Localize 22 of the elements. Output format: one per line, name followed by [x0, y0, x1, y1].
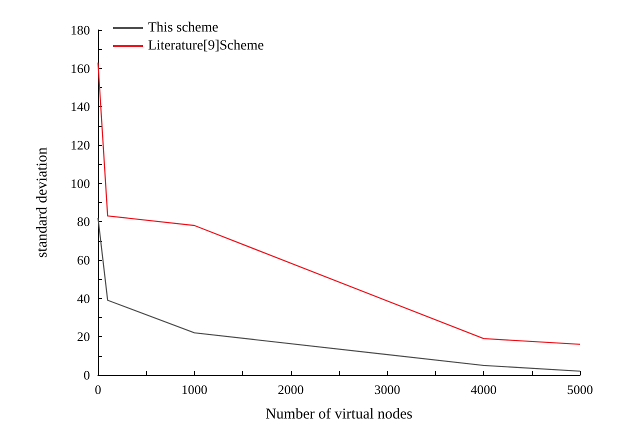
y-tick-label: 160 — [70, 60, 90, 76]
x-tick-label: 3000 — [374, 382, 400, 397]
legend-label: This scheme — [148, 20, 218, 36]
x-tick-label: 5000 — [567, 382, 593, 397]
y-axis-title: standard deviation — [34, 146, 50, 258]
line-series — [97, 217, 581, 372]
x-tick-label: 1000 — [181, 382, 208, 397]
x-tick-label: 4000 — [470, 382, 497, 397]
y-tick-label: 60 — [77, 252, 90, 268]
y-tick-label: 120 — [70, 138, 90, 152]
y-tick-label: 40 — [77, 290, 90, 306]
x-axis-title: Number of virtual nodes — [265, 406, 413, 422]
y-tick-label: 180 — [70, 22, 90, 38]
y-tick-label: 100 — [70, 176, 90, 191]
x-tick-label: 2000 — [278, 382, 304, 397]
y-tick-label: 20 — [77, 329, 90, 344]
x-tick-label: 0 — [94, 382, 102, 397]
y-tick-label: 80 — [77, 214, 90, 230]
y-tick-label: 140 — [70, 99, 90, 114]
line-series — [97, 62, 581, 345]
legend-label: Literature[9]Scheme — [148, 38, 264, 54]
y-tick-label: 0 — [84, 368, 90, 382]
